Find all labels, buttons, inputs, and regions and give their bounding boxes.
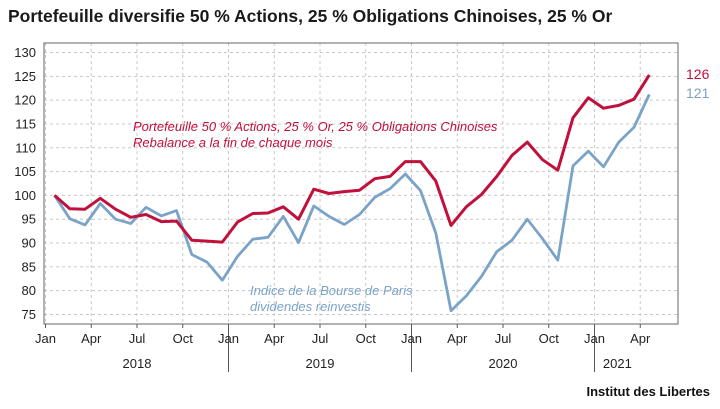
- plot-frame: [43, 42, 679, 325]
- series-end-label: 121: [686, 85, 710, 101]
- y-tick-label: 105: [14, 164, 36, 179]
- y-tick-label: 120: [14, 93, 36, 108]
- grid-lines: [44, 43, 678, 324]
- x-tick-label: Oct: [539, 331, 560, 346]
- x-tick-label: Jul: [312, 331, 329, 346]
- portfolio-series-line: [53, 74, 651, 244]
- y-tick-label: 75: [22, 307, 36, 322]
- series-annotation: Rebalance a la fin de chaque mois: [133, 135, 333, 150]
- year-label: 2021: [603, 356, 632, 371]
- x-tick-label: Oct: [173, 331, 194, 346]
- year-label: 2018: [123, 356, 152, 371]
- x-tick-label: Jul: [495, 331, 512, 346]
- chart-labels: 75 80 85 90 95 100 105 110 115 120 125 130 Jan Apr Jul…: [14, 45, 709, 371]
- x-tick-label: Jan: [35, 331, 56, 346]
- x-tick-label: Jan: [584, 331, 605, 346]
- x-tick-label: Apr: [447, 331, 468, 346]
- series-end-label: 126: [686, 66, 710, 82]
- y-tick-label: 85: [22, 259, 36, 274]
- chart-title: Portefeuille diversifie 50 % Actions, 25…: [8, 6, 613, 26]
- series-annotation: Portefeuille 50 % Actions, 25 % Or, 25 %…: [133, 119, 498, 134]
- series-annotation: Indice de la Bourse de Paris: [250, 283, 413, 298]
- y-tick-label: 115: [15, 116, 36, 131]
- y-tick-label: 110: [15, 140, 36, 155]
- year-label: 2019: [306, 356, 335, 371]
- x-tick-label: Jan: [401, 331, 422, 346]
- source-label: Institut des Libertes: [586, 384, 710, 399]
- y-tick-label: 80: [22, 283, 36, 298]
- series-lines: [53, 74, 651, 313]
- x-tick-label: Jan: [218, 331, 239, 346]
- y-tick-label: 90: [22, 236, 36, 251]
- x-tick-label: Apr: [630, 331, 651, 346]
- y-tick-label: 95: [22, 212, 36, 227]
- x-tick-label: Oct: [356, 331, 377, 346]
- y-tick-label: 100: [14, 188, 36, 203]
- y-tick-label: 125: [14, 69, 36, 84]
- x-tick-label: Apr: [81, 331, 102, 346]
- series-annotation: dividendes reinvestis: [250, 299, 371, 314]
- axes: [43, 42, 679, 372]
- year-label: 2020: [489, 356, 518, 371]
- x-tick-label: Jul: [129, 331, 146, 346]
- y-tick-label: 130: [14, 45, 36, 60]
- x-tick-label: Apr: [264, 331, 285, 346]
- index-series-line: [53, 93, 651, 313]
